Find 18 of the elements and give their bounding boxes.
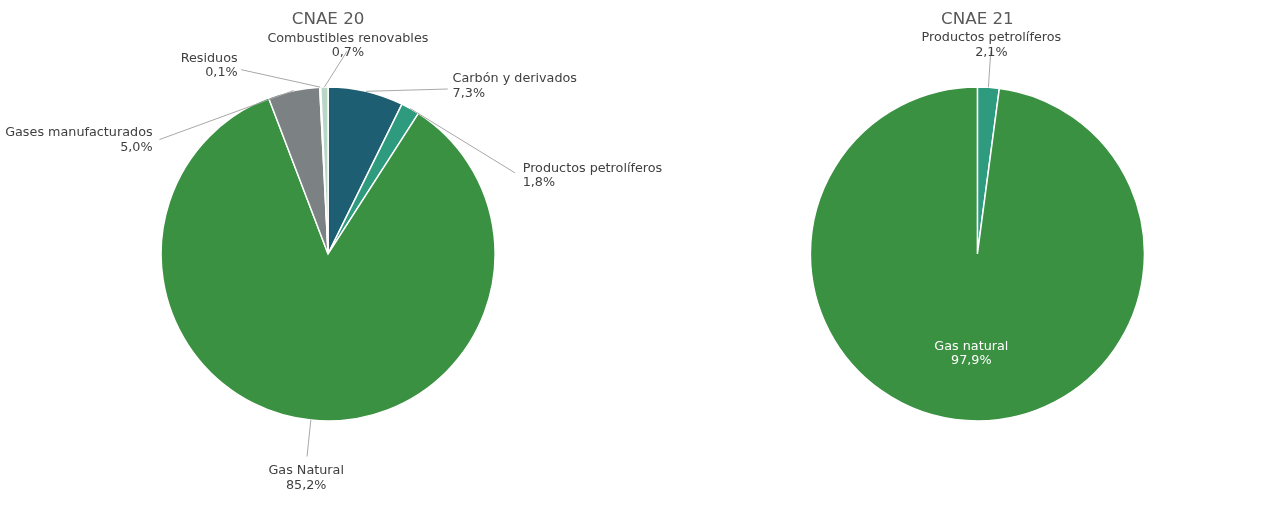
data-label: 0,7% — [331, 44, 365, 60]
slice-label: Carbón y derivados — [452, 70, 578, 86]
data-label: 2,1% — [975, 43, 1008, 59]
slice-label: Productos petrolíferos — [522, 159, 663, 175]
slice-label: Residuos — [180, 49, 238, 65]
slice-label: Gases manufacturados — [5, 123, 153, 139]
data-label: 85,2% — [285, 476, 327, 492]
chart-title: CNAE 20 — [291, 9, 365, 29]
chart-title: CNAE 21 — [941, 8, 1014, 28]
data-label: 0,1% — [205, 64, 238, 80]
slice-label: Productos petrolíferos — [921, 29, 1062, 45]
slice-label: Combustibles renovables — [267, 29, 429, 45]
slice-label: Gas Natural — [268, 461, 344, 477]
data-label: 1,8% — [522, 174, 556, 190]
slice-label: Gas natural — [934, 337, 1009, 353]
data-label: 5,0% — [120, 138, 153, 154]
data-label: 97,9% — [951, 352, 992, 368]
data-label: 7,3% — [452, 84, 486, 100]
